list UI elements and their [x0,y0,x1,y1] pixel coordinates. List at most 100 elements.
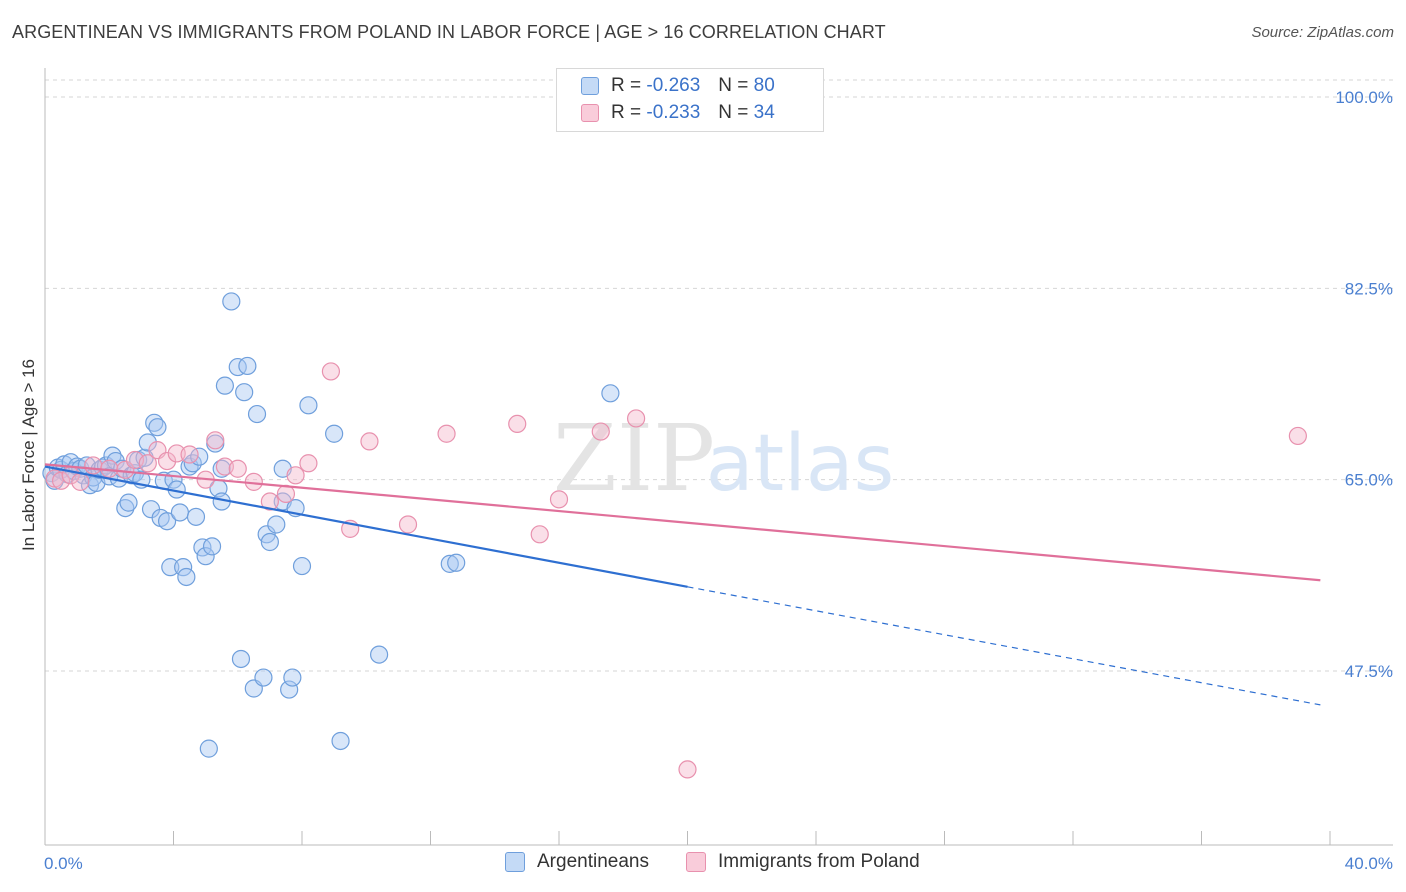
point-poland [260,492,279,511]
point-argentineans [299,396,318,415]
legend-r-value: -0.233 [646,102,701,123]
grid-lines [45,79,1393,672]
watermark-atlas: atlas [706,419,895,509]
point-argentineans [186,507,206,526]
point-argentineans [138,433,157,452]
point-poland [549,490,569,509]
point-poland [276,484,296,503]
legend-r-value: -0.263 [646,75,701,96]
point-poland [157,451,177,471]
point-argentineans [231,649,251,669]
trend-lines [44,463,1321,706]
x-tick-label-min: 0.0% [44,854,83,873]
point-argentineans [157,512,177,531]
point-poland [398,515,418,534]
legend-swatch-blue [581,77,599,95]
trend-argentineans-extension [687,586,1321,706]
y-axis-label: In Labor Force | Age > 16 [19,359,38,551]
legend-row-argentineans: R = -0.263 N = 80 [581,73,775,99]
legend-r-label: R = [611,75,642,96]
point-argentineans [148,418,167,437]
y-tick-label: 65.0% [1345,471,1393,490]
x-tick-label-max: 40.0% [1345,854,1393,873]
legend-item-poland: Immigrants from Poland [686,851,920,873]
point-argentineans [161,558,180,577]
point-argentineans [267,515,286,534]
point-poland [321,362,341,381]
point-poland [84,456,103,475]
watermark-zip: ZIP [553,405,715,512]
point-poland [626,409,646,428]
point-argentineans [292,556,312,576]
point-argentineans [601,384,620,403]
point-argentineans [370,645,389,664]
trend-poland [44,463,1321,582]
point-poland [167,444,186,463]
point-argentineans [202,537,222,556]
point-argentineans [260,532,279,552]
axes [44,68,1393,846]
legend-n-label: N = [718,75,749,96]
y-tick-label: 82.5% [1345,279,1393,298]
legend-row-poland: R = -0.233 N = 34 [581,100,775,126]
legend-n-value: 80 [753,75,775,96]
point-poland [508,414,527,434]
point-argentineans [119,493,138,512]
trend-argentineans [44,465,688,588]
legend-swatch-blue [505,852,525,872]
point-argentineans [199,739,218,758]
point-poland [51,471,71,490]
legend-r-label: R = [611,102,642,123]
point-poland [138,454,157,473]
legend-n-label: N = [718,102,749,123]
series-poland [45,362,1307,779]
point-argentineans [254,668,273,687]
point-poland [360,432,379,451]
point-argentineans [212,459,231,478]
correlation-legend: R = -0.263 N = 80 R = -0.233 N = 34 [556,68,824,132]
point-poland [228,459,247,478]
point-argentineans [325,424,344,443]
legend-swatch-pink [686,852,706,872]
point-argentineans [331,731,350,751]
point-argentineans [170,503,190,522]
point-poland [530,525,549,544]
point-poland [437,424,456,443]
point-argentineans [215,376,234,395]
point-argentineans [228,357,247,377]
point-argentineans [222,292,241,311]
point-poland [299,454,318,473]
y-tick-label: 47.5% [1345,662,1393,681]
y-tick-labels: 100.0% 82.5% 65.0% 47.5% [1335,88,1393,681]
point-poland [180,445,199,464]
point-argentineans [235,383,254,402]
point-poland [206,431,225,450]
legend-label-argentineans: Argentineans [537,851,649,872]
point-argentineans [283,668,302,687]
legend-label-poland: Immigrants from Poland [718,851,920,872]
source-label: Source: ZipAtlas.com [1251,24,1394,41]
point-argentineans [238,356,257,376]
point-argentineans [447,553,466,572]
point-poland [286,466,305,485]
point-argentineans [116,498,135,518]
legend-swatch-pink [581,104,599,122]
series-argentineans [42,292,620,758]
point-poland [591,422,610,441]
series-legend: Argentineans Immigrants from Poland [0,851,1406,877]
point-argentineans [177,567,196,587]
y-tick-label: 100.0% [1335,88,1393,107]
point-poland [1288,426,1307,446]
point-argentineans [247,404,267,424]
legend-n-value: 34 [753,102,775,123]
x-tick-labels: 0.0% 40.0% [44,854,1393,873]
point-argentineans [280,680,299,699]
point-argentineans [174,558,193,577]
legend-item-argentineans: Argentineans [505,851,649,873]
point-argentineans [196,547,215,566]
point-poland [678,760,697,779]
point-argentineans [440,554,459,573]
chart-title: ARGENTINEAN VS IMMIGRANTS FROM POLAND IN… [12,22,886,42]
point-poland [71,472,90,491]
